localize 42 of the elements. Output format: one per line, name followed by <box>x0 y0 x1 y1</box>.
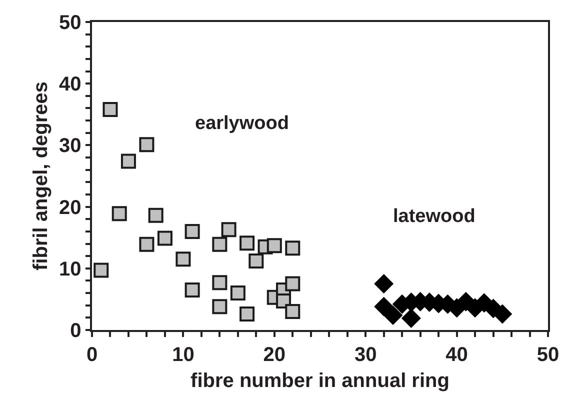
point <box>285 304 300 320</box>
x-tick-label: 30 <box>354 344 377 366</box>
point <box>120 154 136 169</box>
y-axis-title: fibril angel, degrees <box>30 82 52 270</box>
point <box>212 275 228 290</box>
point <box>139 137 154 152</box>
point <box>184 282 200 298</box>
point <box>230 286 246 301</box>
y-tick-label: 30 <box>59 135 82 158</box>
y-tick-label: 10 <box>59 258 82 280</box>
point <box>248 254 264 269</box>
point <box>112 206 127 222</box>
point <box>266 238 282 254</box>
point <box>221 222 236 238</box>
x-tick-label: 20 <box>263 344 286 366</box>
point <box>184 224 200 239</box>
x-tick-label: 40 <box>446 344 468 366</box>
y-tick-label: 0 <box>70 320 82 342</box>
point <box>240 236 255 251</box>
point <box>94 262 109 278</box>
point <box>401 308 421 328</box>
point <box>212 236 228 252</box>
y-tick-label: 50 <box>59 12 82 34</box>
x-tick-label: 0 <box>86 344 98 366</box>
point <box>374 274 394 294</box>
point <box>176 252 191 267</box>
y-tick-label: 40 <box>59 74 82 96</box>
point <box>285 276 300 292</box>
point <box>212 299 228 314</box>
point <box>102 102 118 117</box>
x-axis-title: fibre number in annual ring <box>190 370 450 392</box>
point <box>139 236 154 252</box>
point <box>383 305 403 325</box>
point <box>285 240 300 256</box>
point <box>240 306 255 322</box>
point <box>148 208 164 223</box>
annotation: earlywood <box>195 113 289 134</box>
annotation: latewood <box>393 206 476 227</box>
y-tick-label: 20 <box>59 196 82 219</box>
point <box>157 230 172 246</box>
x-tick-label: 50 <box>536 344 560 366</box>
x-tick-label: 10 <box>172 344 194 366</box>
